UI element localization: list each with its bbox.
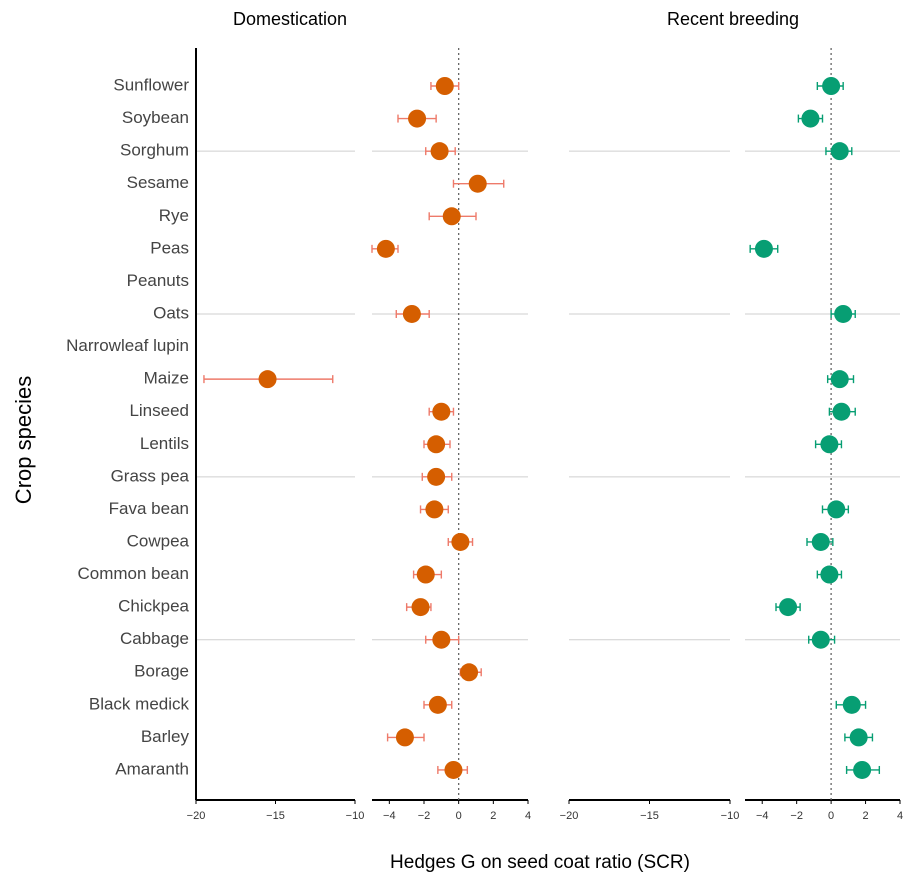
y-tick-label: Amaranth [115, 759, 189, 778]
point [427, 467, 446, 486]
y-tick-label: Peanuts [127, 271, 189, 290]
y-tick-label: Borage [134, 662, 189, 681]
y-axis-label: Crop species [11, 376, 36, 504]
x-tick-label: −10 [346, 810, 365, 822]
point [830, 370, 849, 389]
point [820, 565, 839, 584]
y-tick-label: Peas [150, 238, 189, 257]
point [830, 142, 849, 161]
point [442, 207, 461, 226]
point [425, 500, 444, 519]
x-tick-label: 0 [456, 810, 462, 822]
x-axis-label: Hedges G on seed coat ratio (SCR) [390, 852, 690, 873]
x-tick-label: −2 [790, 810, 803, 822]
y-tick-label: Cabbage [120, 629, 189, 648]
point [430, 142, 449, 161]
point [849, 728, 868, 747]
panel-title: Domestication [233, 9, 347, 29]
point [432, 402, 451, 421]
y-tick-label: Maize [144, 369, 189, 388]
x-tick-label: −10 [721, 810, 740, 822]
x-tick-label: −15 [266, 810, 285, 822]
point [834, 304, 853, 323]
point [811, 630, 830, 649]
x-tick-label: −20 [560, 810, 579, 822]
point [468, 174, 487, 193]
point [258, 370, 277, 389]
y-tick-label: Lentils [140, 434, 189, 453]
point [820, 435, 839, 454]
point [811, 532, 830, 551]
point [853, 760, 872, 779]
x-tick-label: 2 [490, 810, 496, 822]
point [801, 109, 820, 128]
x-tick-label: −2 [418, 810, 431, 822]
y-tick-label: Sesame [127, 173, 189, 192]
point [402, 304, 421, 323]
y-tick-label: Black medick [89, 694, 190, 713]
x-tick-label: 4 [897, 810, 903, 822]
point [432, 630, 451, 649]
y-tick-label: Fava bean [109, 499, 189, 518]
x-tick-label: 4 [525, 810, 531, 822]
y-tick-label: Soybean [122, 108, 189, 127]
point [779, 598, 798, 617]
point [832, 402, 851, 421]
point [444, 760, 463, 779]
x-tick-label: −4 [383, 810, 396, 822]
y-tick-label: Narrowleaf lupin [66, 336, 189, 355]
panel-title: Recent breeding [667, 9, 799, 29]
point [428, 695, 447, 714]
point [451, 532, 470, 551]
y-tick-label: Oats [153, 303, 189, 322]
point [427, 435, 446, 454]
point [408, 109, 427, 128]
y-tick-label: Rye [159, 206, 189, 225]
y-tick-label: Linseed [129, 401, 189, 420]
point [827, 500, 846, 519]
y-tick-label: Common bean [77, 564, 189, 583]
y-tick-label: Sunflower [113, 75, 189, 94]
point [395, 728, 414, 747]
point [376, 239, 395, 258]
point [822, 77, 841, 95]
point [435, 77, 454, 95]
point [842, 695, 861, 714]
x-tick-label: −20 [187, 810, 206, 822]
point [460, 663, 479, 682]
point [411, 598, 430, 617]
y-tick-label: Chickpea [118, 597, 189, 616]
x-tick-label: −15 [640, 810, 659, 822]
y-tick-label: Grass pea [111, 466, 190, 485]
point [416, 565, 435, 584]
x-tick-label: 0 [828, 810, 834, 822]
y-tick-label: Sorghum [120, 141, 189, 160]
y-tick-label: Barley [141, 727, 190, 746]
x-tick-label: 2 [862, 810, 868, 822]
x-tick-label: −4 [756, 810, 769, 822]
y-tick-label: Cowpea [127, 531, 190, 550]
point [754, 239, 773, 258]
